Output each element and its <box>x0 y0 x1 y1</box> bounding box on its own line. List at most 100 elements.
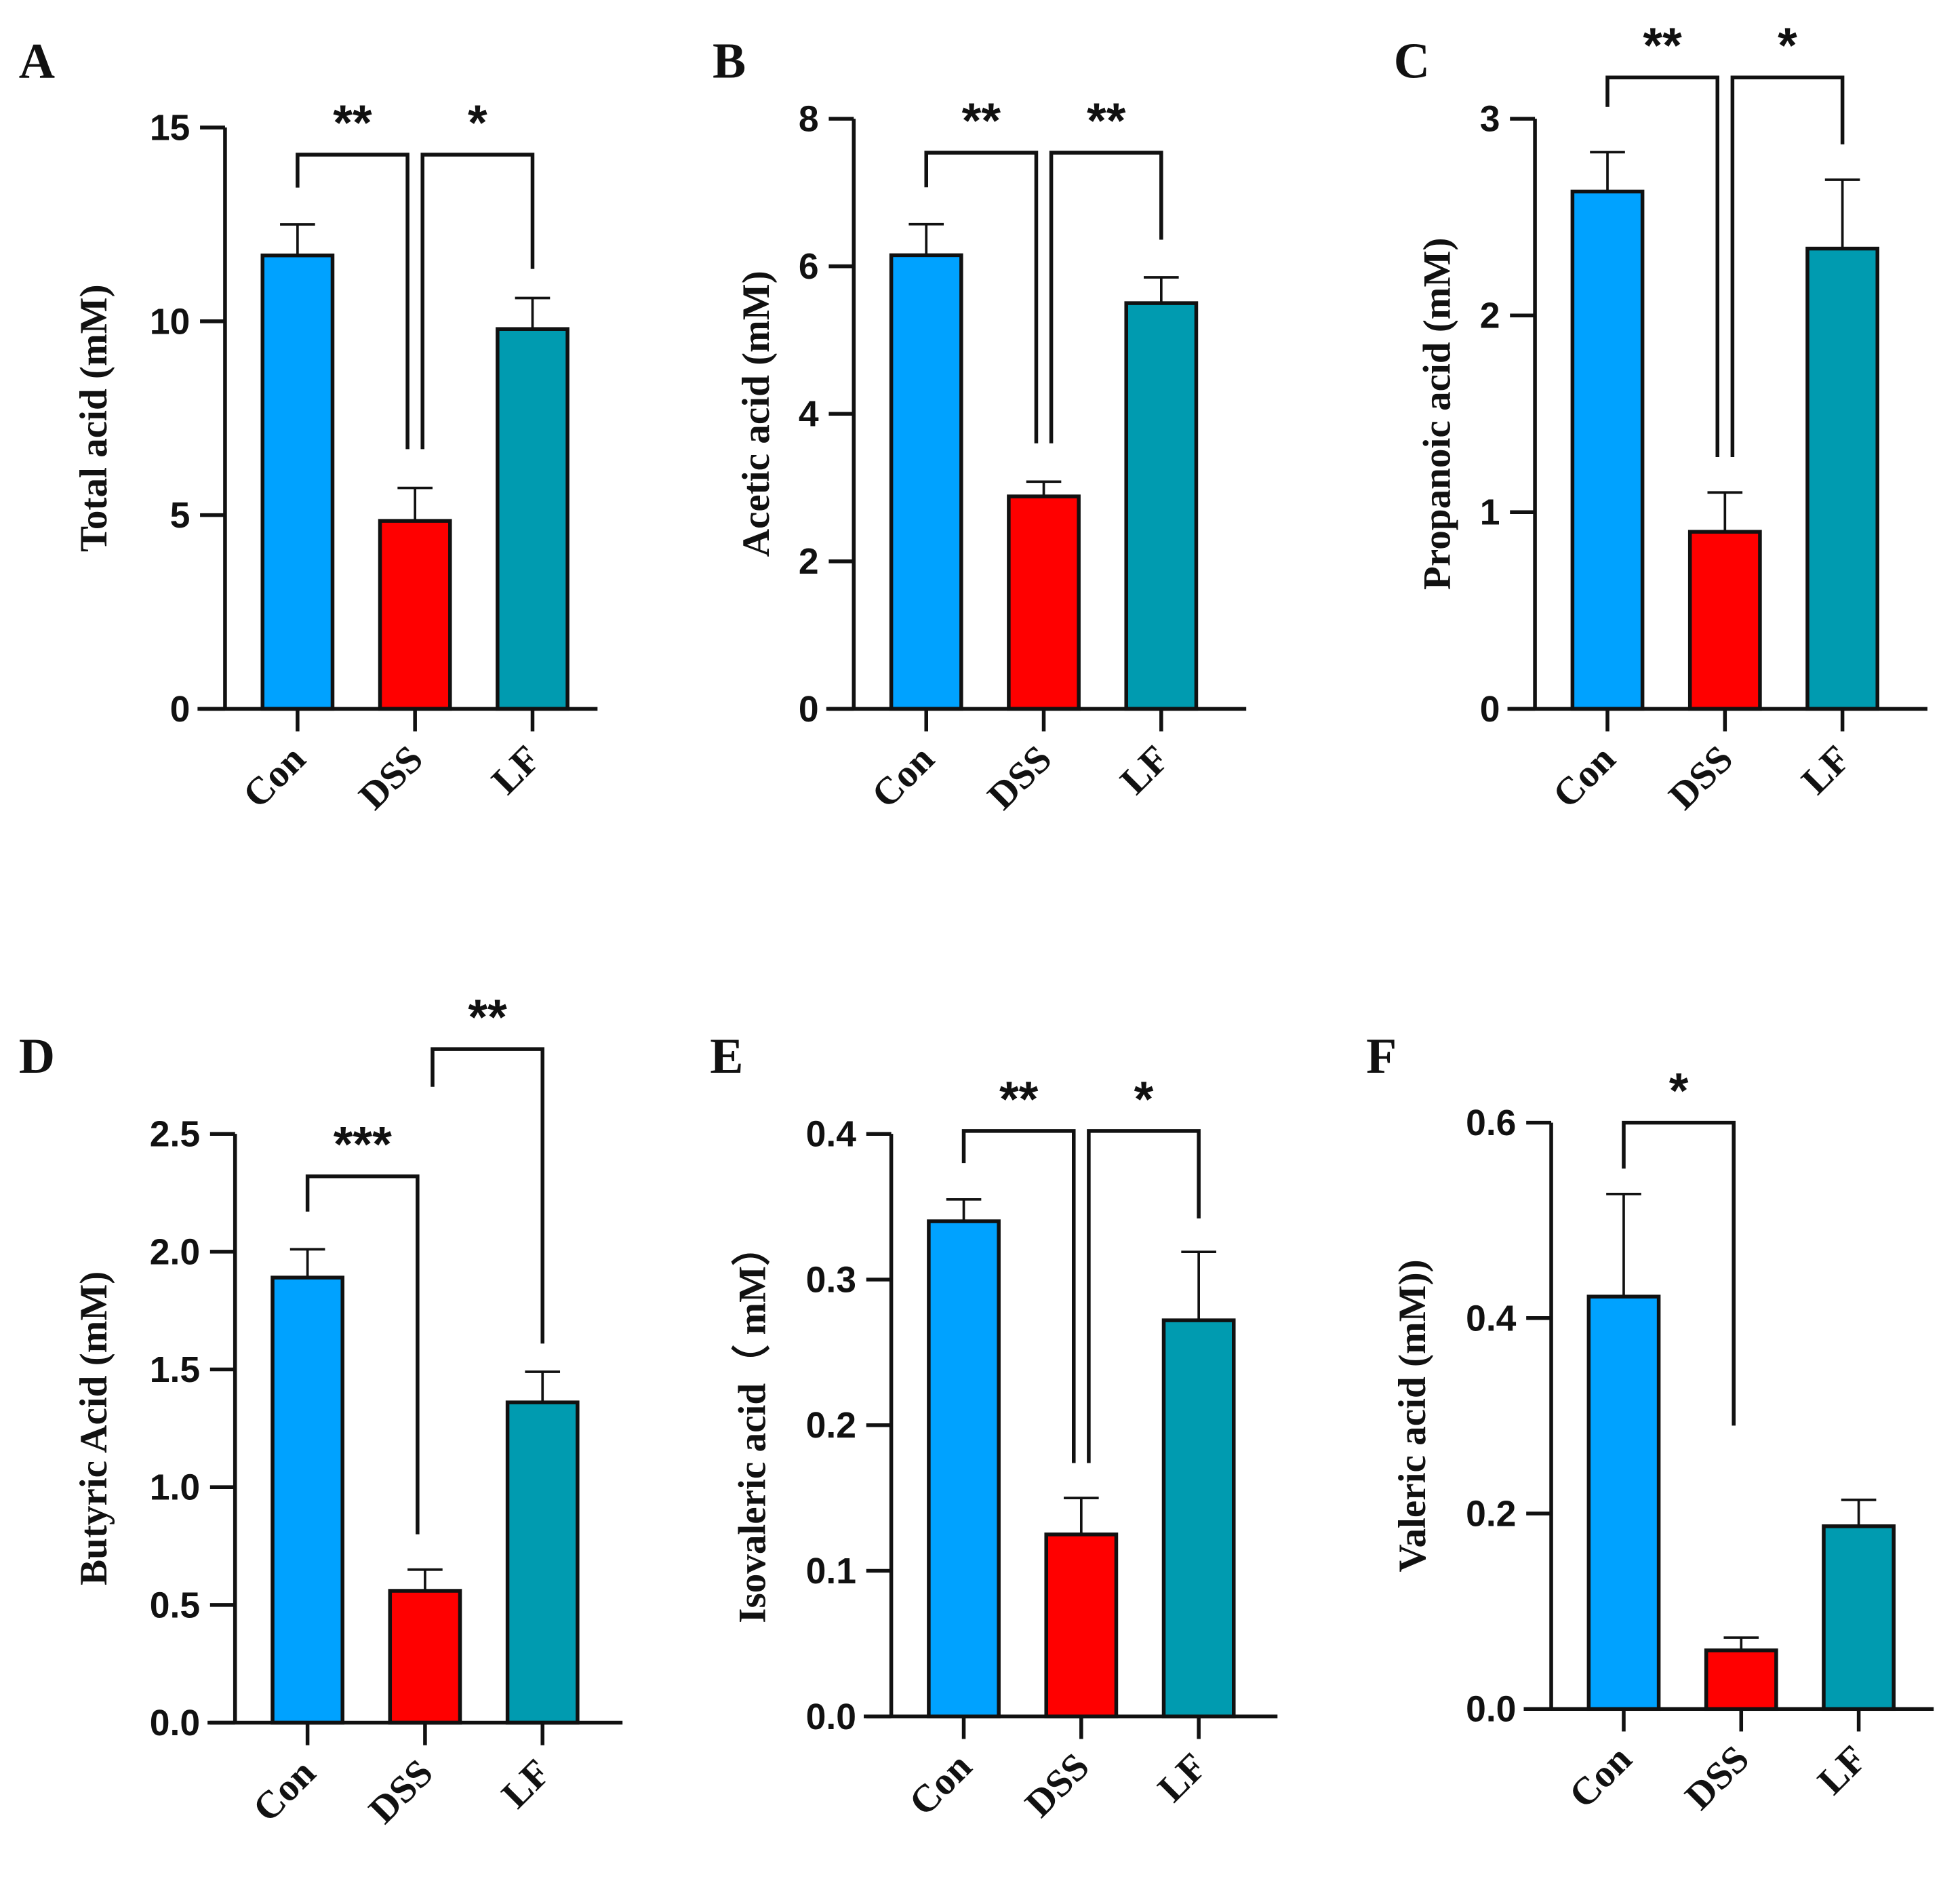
x-tick-label: Con <box>1561 1737 1640 1816</box>
significance-bracket <box>420 153 535 450</box>
x-tick-label: LF <box>1113 737 1178 802</box>
significance-bracket <box>431 1047 544 1344</box>
panel-letter: D <box>19 1028 55 1084</box>
y-axis-label: Propanoic acid (mM) <box>1416 238 1459 590</box>
significance-bracket <box>296 153 409 450</box>
bar-lf <box>1822 1524 1896 1712</box>
panel-letter: F <box>1366 1028 1397 1084</box>
bar-con <box>260 253 335 711</box>
significance-label: *** <box>334 1116 392 1172</box>
panel-e: E Isovaleric acid（ mM） Con DSS LF 0.0 0.1 0.2 0.… <box>710 1028 1278 1825</box>
y-axis-label: Acetic acid (mM) <box>735 271 778 557</box>
panel-b: B Acetic acid (mM) Con DSS LF 0 2 4 6 8 ** ** <box>713 33 1247 818</box>
y-tick-label: 2 <box>1480 296 1500 336</box>
panel-letter: C <box>1394 33 1430 88</box>
significance-label: ** <box>962 92 1001 149</box>
significance-label: ** <box>999 1071 1039 1127</box>
bar-con <box>889 253 963 711</box>
panel-letter: E <box>710 1028 743 1084</box>
significance-label: * <box>1778 17 1797 73</box>
panel-f: F Valeric acid (mM)) Con DSS LF 0.0 0.2 0.4 0.6 * <box>1366 1028 1934 1818</box>
bar-dss <box>1007 494 1081 711</box>
y-tick-label: 1.5 <box>150 1350 200 1390</box>
significance-bracket <box>1605 75 1720 458</box>
significance-label: ** <box>1087 92 1126 149</box>
x-tick-label: DSS <box>980 737 1060 818</box>
bar-dss <box>1687 530 1762 711</box>
significance-bracket <box>961 1129 1076 1463</box>
significance-label: * <box>1134 1071 1154 1127</box>
y-axis-label: Valeric acid (mM)) <box>1391 1259 1434 1572</box>
y-tick-label: 5 <box>170 496 191 536</box>
y-tick-label: 4 <box>799 395 819 435</box>
y-tick-label: 0.0 <box>806 1697 856 1737</box>
significance-label: * <box>1669 1062 1689 1118</box>
y-tick-label: 0 <box>1480 690 1500 730</box>
y-tick-label: 0.2 <box>1466 1494 1516 1534</box>
y-tick-label: 1 <box>1480 493 1500 533</box>
y-tick-label: 0 <box>170 690 191 730</box>
significance-bracket <box>924 151 1039 443</box>
bar-lf <box>496 327 569 711</box>
y-tick-label: 2 <box>799 542 819 582</box>
x-tick-label: LF <box>1150 1745 1215 1810</box>
significance-label: * <box>468 94 487 151</box>
x-tick-label: Con <box>245 1752 323 1830</box>
x-tick-label: DSS <box>1661 737 1742 818</box>
significance-label: ** <box>333 94 372 151</box>
panel-letter: B <box>713 33 746 88</box>
y-axis-label: Butyric Acid (mM) <box>73 1271 115 1585</box>
bar-con <box>927 1219 1001 1719</box>
bar-lf <box>1805 246 1880 711</box>
significance-label: ** <box>468 989 507 1045</box>
y-tick-label: 0.4 <box>806 1115 857 1155</box>
y-tick-label: 0.3 <box>806 1260 856 1300</box>
y-tick-label: 15 <box>150 108 190 148</box>
x-tick-label: DSS <box>361 1752 441 1832</box>
x-tick-label: LF <box>483 737 548 802</box>
x-tick-label: LF <box>494 1752 559 1817</box>
x-tick-label: DSS <box>351 737 431 818</box>
y-tick-label: 0.2 <box>806 1406 856 1446</box>
significance-bracket <box>1049 151 1163 443</box>
y-tick-label: 1.0 <box>150 1468 200 1508</box>
x-tick-label: DSS <box>1677 1737 1758 1818</box>
y-tick-label: 0.5 <box>150 1585 200 1625</box>
y-tick-label: 3 <box>1480 100 1500 140</box>
bar-con <box>1570 189 1645 711</box>
y-tick-label: 0.1 <box>806 1551 856 1591</box>
bar-dss <box>1704 1648 1778 1712</box>
y-tick-label: 2.5 <box>150 1115 200 1155</box>
x-tick-label: LF <box>1793 737 1858 802</box>
bar-dss <box>388 1589 462 1725</box>
y-tick-label: 0 <box>799 690 819 730</box>
y-tick-label: 0.0 <box>150 1703 200 1743</box>
x-tick-label: LF <box>1809 1737 1875 1802</box>
y-tick-label: 10 <box>150 302 190 342</box>
panel-d: D Butyric Acid (mM) Con DSS LF 0.0 0.5 1.0 1.5 2.… <box>19 989 623 1832</box>
significance-bracket <box>1622 1120 1736 1426</box>
x-tick-label: Con <box>235 737 313 816</box>
significance-bracket <box>1730 75 1845 458</box>
y-tick-label: 8 <box>799 100 819 140</box>
bar-dss <box>1044 1532 1119 1719</box>
bar-lf <box>1161 1318 1236 1719</box>
y-tick-label: 6 <box>799 247 819 287</box>
bar-lf <box>505 1400 580 1725</box>
bar-con <box>271 1275 345 1725</box>
y-tick-label: 2.0 <box>150 1232 200 1272</box>
x-tick-label: Con <box>864 737 942 816</box>
significance-bracket <box>1087 1129 1201 1463</box>
x-tick-label: Con <box>1545 737 1624 816</box>
significance-label: ** <box>1643 17 1682 73</box>
y-axis-label: Isovaleric acid（ mM） <box>731 1227 774 1623</box>
bar-con <box>1586 1294 1661 1712</box>
y-tick-label: 0.0 <box>1466 1690 1516 1730</box>
significance-bracket <box>305 1174 420 1535</box>
bar-dss <box>378 519 452 711</box>
y-tick-label: 0.6 <box>1466 1103 1516 1143</box>
bar-lf <box>1124 301 1199 711</box>
